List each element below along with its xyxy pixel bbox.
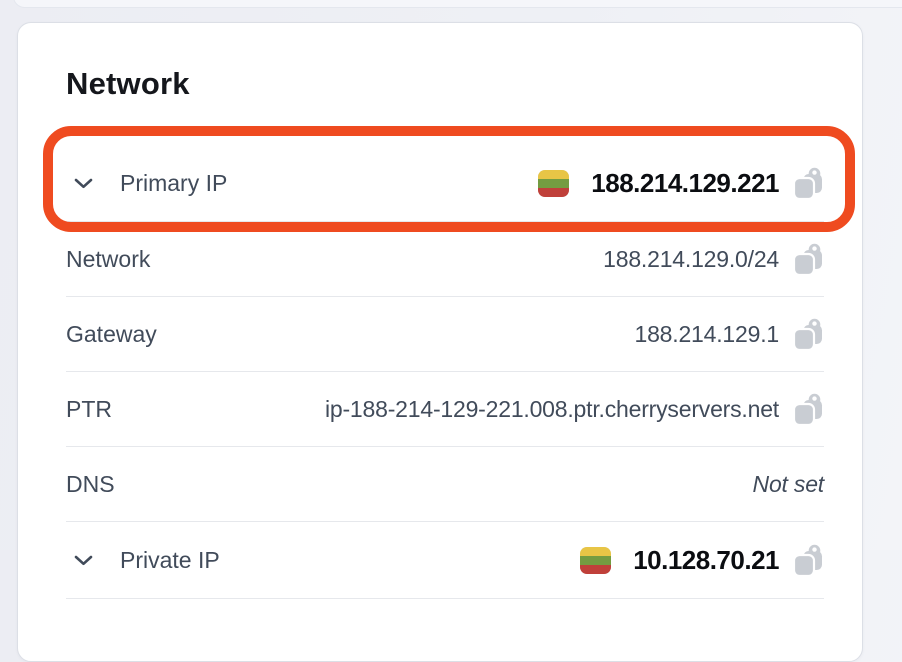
copy-icon[interactable] — [793, 544, 824, 577]
dns-value: Not set — [752, 470, 825, 497]
row-private-ip[interactable]: Private IP 10.128.70.21 — [66, 522, 824, 599]
lithuania-flag-icon — [538, 169, 570, 197]
row-label: Primary IP — [120, 169, 228, 196]
row-primary-ip[interactable]: Primary IP 188.214.129.221 — [66, 145, 824, 222]
chevron-down-icon[interactable] — [74, 178, 93, 189]
row-ptr: PTR ip-188-214-129-221.008.ptr.cherryser… — [66, 372, 824, 447]
copy-icon[interactable] — [793, 167, 824, 200]
row-label: Private IP — [120, 546, 220, 573]
network-rows: Primary IP 188.214.129.221 Network — [66, 145, 824, 599]
lithuania-flag-icon — [580, 546, 612, 574]
row-network: Network 188.214.129.0/24 — [66, 222, 824, 297]
ptr-value: ip-188-214-129-221.008.ptr.cherryservers… — [324, 395, 779, 422]
card-title: Network — [66, 66, 190, 101]
chevron-down-icon[interactable] — [74, 555, 93, 566]
copy-icon[interactable] — [793, 243, 824, 276]
copy-icon[interactable] — [793, 393, 824, 426]
panel-above-edge — [13, 0, 902, 8]
private-ip-value: 10.128.70.21 — [633, 544, 779, 575]
network-value: 188.214.129.0/24 — [603, 245, 779, 272]
row-label: DNS — [66, 470, 115, 497]
row-label: PTR — [66, 395, 112, 422]
row-label: Network — [66, 245, 151, 272]
network-card: Network Primary IP 188.214.129.221 — [17, 22, 863, 662]
row-dns: DNS Not set — [66, 447, 824, 522]
copy-icon[interactable] — [793, 318, 824, 351]
row-gateway: Gateway 188.214.129.1 — [66, 297, 824, 372]
gateway-value: 188.214.129.1 — [634, 320, 780, 347]
row-label: Gateway — [66, 320, 157, 347]
primary-ip-value: 188.214.129.221 — [591, 167, 779, 198]
